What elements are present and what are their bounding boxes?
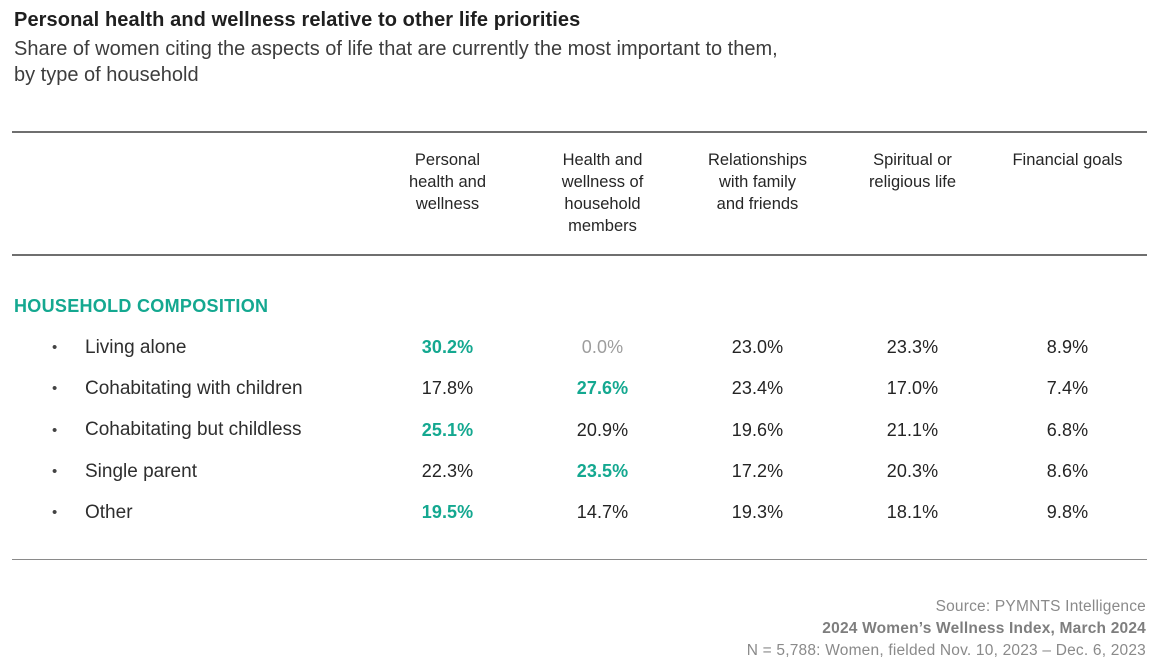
- row-label-cell: • Cohabitating but childless: [12, 419, 370, 441]
- section-heading: HOUSEHOLD COMPOSITION: [14, 296, 269, 316]
- row-label: Single parent: [85, 460, 197, 482]
- value-cell: 21.1%: [886, 419, 939, 440]
- row-label: Cohabitating with children: [85, 377, 303, 399]
- value-cell: 20.9%: [576, 419, 629, 440]
- table-header-row: Personal health and wellness Health and w…: [12, 149, 1147, 237]
- value-cell: 30.2%: [421, 337, 474, 358]
- data-table: • Living alone 30.2% 0.0% 23.0% 23.3% 8.9% • Coh…: [12, 327, 1147, 533]
- table-row: • Living alone 30.2% 0.0% 23.0% 23.3% 8.9%: [12, 327, 1147, 368]
- value-cell: 19.5%: [421, 502, 474, 523]
- bullet-icon: •: [52, 339, 58, 357]
- bullet-icon: •: [52, 463, 58, 481]
- bullet-icon: •: [52, 421, 58, 439]
- value-cell: 18.1%: [886, 502, 939, 523]
- footer: Source: PYMNTS Intelligence 2024 Women’s…: [747, 596, 1146, 662]
- value-cell: 23.3%: [886, 337, 939, 358]
- page-subtitle: Share of women citing the aspects of lif…: [14, 38, 778, 86]
- table-row: • Cohabitating with children 17.8% 27.6% 23.…: [12, 368, 1147, 409]
- value-cell: 23.4%: [731, 378, 784, 399]
- value-cell: 14.7%: [576, 502, 629, 523]
- column-header: Personal health and wellness: [408, 151, 487, 213]
- page-title: Personal health and wellness relative to…: [14, 9, 581, 31]
- row-label-cell: • Cohabitating with children: [12, 378, 370, 400]
- table-row: • Other 19.5% 14.7% 19.3% 18.1% 9.8%: [12, 492, 1147, 533]
- value-cell: 25.1%: [421, 419, 474, 440]
- value-cell: 23.5%: [576, 461, 629, 482]
- value-cell: 8.9%: [1046, 337, 1089, 358]
- value-cell: 27.6%: [576, 378, 629, 399]
- row-label: Living alone: [85, 336, 187, 358]
- value-cell: 20.3%: [886, 461, 939, 482]
- value-cell: 17.8%: [421, 378, 474, 399]
- value-cell: 17.0%: [886, 378, 939, 399]
- value-cell: 0.0%: [581, 337, 624, 358]
- row-label-cell: • Single parent: [12, 461, 370, 483]
- footer-sample: N = 5,788: Women, fielded Nov. 10, 2023 …: [746, 642, 1146, 659]
- column-header: Health and wellness of household members: [561, 151, 644, 235]
- row-label: Cohabitating but childless: [85, 419, 302, 441]
- row-label: Other: [85, 501, 133, 523]
- divider-mid: [12, 254, 1147, 256]
- value-cell: 17.2%: [731, 461, 784, 482]
- bullet-icon: •: [52, 504, 58, 522]
- footer-report: 2024 Women’s Wellness Index, March 2024: [822, 620, 1146, 637]
- value-cell: 19.6%: [731, 419, 784, 440]
- value-cell: 7.4%: [1046, 378, 1089, 399]
- column-header: Relationships with family and friends: [707, 151, 808, 213]
- column-header: Financial goals: [1012, 151, 1123, 169]
- value-cell: 19.3%: [731, 502, 784, 523]
- divider-bottom: [12, 559, 1147, 560]
- row-label-cell: • Other: [12, 502, 370, 524]
- value-cell: 9.8%: [1046, 502, 1089, 523]
- value-cell: 23.0%: [731, 337, 784, 358]
- row-label-cell: • Living alone: [12, 337, 370, 359]
- bullet-icon: •: [52, 380, 58, 398]
- column-header: Spiritual or religious life: [868, 151, 957, 191]
- value-cell: 6.8%: [1046, 419, 1089, 440]
- footer-source: Source: PYMNTS Intelligence: [935, 598, 1146, 615]
- table-row: • Single parent 22.3% 23.5% 17.2% 20.3% 8.6%: [12, 451, 1147, 492]
- value-cell: 8.6%: [1046, 461, 1089, 482]
- divider-top: [12, 131, 1147, 133]
- value-cell: 22.3%: [421, 461, 474, 482]
- table-row: • Cohabitating but childless 25.1% 20.9% 19.…: [12, 410, 1147, 451]
